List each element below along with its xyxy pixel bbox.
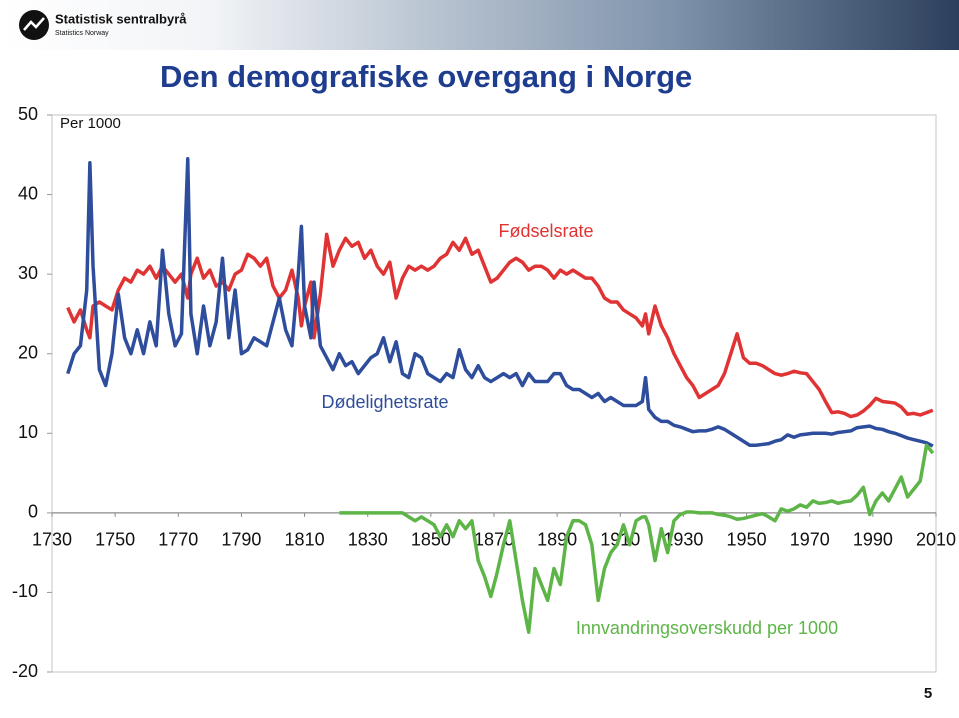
y-tick-label: 40 [18,183,38,203]
series-line [339,443,935,634]
page-number: 5 [924,685,932,702]
x-tick-label: 1790 [221,530,261,550]
chart-title: Den demografiske overgang i Norge [160,59,692,94]
x-tick-label: 1810 [285,530,325,550]
y-tick-label: 20 [18,342,38,362]
x-tick-label: 1850 [411,530,451,550]
x-tick-label: 1930 [663,530,703,550]
header-banner [0,0,959,50]
series-label: Innvandringsoverskudd per 1000 [576,618,838,638]
logo-text: Statistisk sentralbyrå [55,11,187,26]
y-tick-label: -20 [12,661,38,681]
series-label: Fødselsrate [498,221,593,241]
x-tick-label: 1970 [790,530,830,550]
x-tick-label: 1990 [853,530,893,550]
logo-mark-line [23,17,45,31]
series-line [66,232,934,419]
plot-frame [51,114,937,673]
x-tick-label: 1890 [537,530,577,550]
y-tick-label: 0 [28,502,38,522]
series-label: Dødelighetsrate [321,392,448,412]
x-tick-label: 1770 [158,530,198,550]
logo-subtext: Statistics Norway [55,30,109,37]
y-tick-label: 50 [18,104,38,124]
x-tick-label: 1750 [95,530,135,550]
x-tick-label: 1950 [727,530,767,550]
series-line [66,157,934,448]
x-tick-label: 1730 [32,530,72,550]
x-tick-label: 2010 [916,530,956,550]
y-tick-label: 10 [18,422,38,442]
x-tick-label: 1830 [348,530,388,550]
y-axis-label: Per 1000 [60,115,121,132]
y-tick-label: 30 [18,263,38,283]
y-tick-label: -10 [12,581,38,601]
